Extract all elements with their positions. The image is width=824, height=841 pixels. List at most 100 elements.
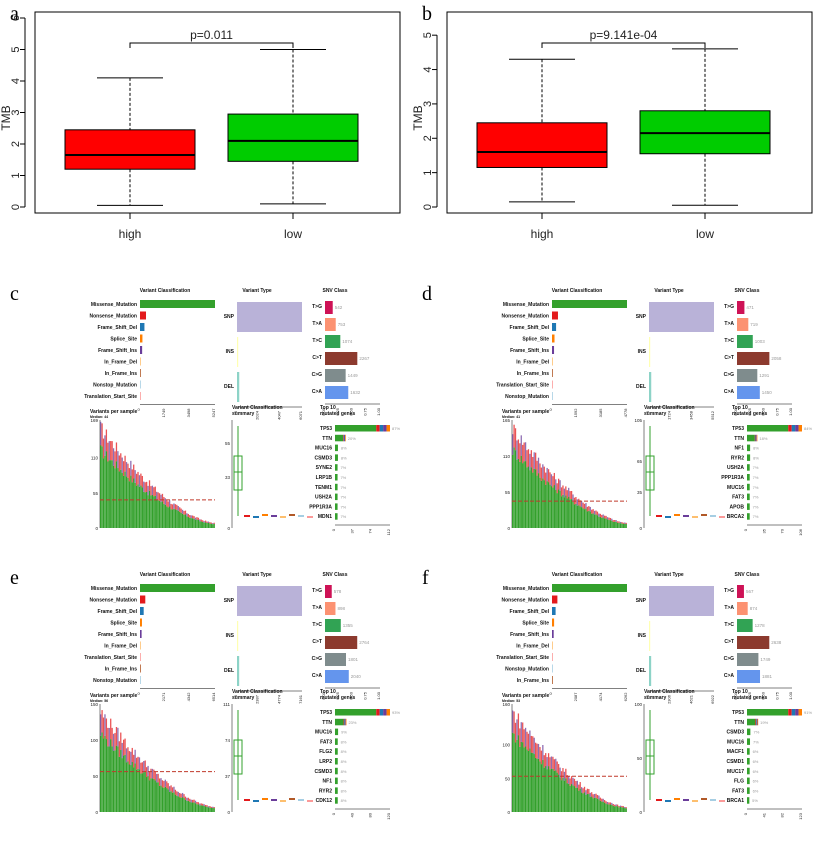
vps-bar-missense xyxy=(593,797,596,812)
vps-bar-other xyxy=(615,804,617,807)
gene-bar-missense xyxy=(335,474,338,481)
vps-bar-other xyxy=(612,520,614,522)
vps-bar-other xyxy=(101,423,103,447)
gene-label: FAT3 xyxy=(320,739,332,745)
snv-label: T>A xyxy=(312,605,322,611)
vps-bar-missense xyxy=(589,511,591,528)
gene-bar xyxy=(747,777,750,785)
vps-bar-missense xyxy=(196,519,198,528)
snv-bar xyxy=(737,386,760,399)
vps-bar-other xyxy=(552,476,554,488)
gene-bar-segment xyxy=(788,709,792,716)
gene-bar-missense xyxy=(747,758,750,765)
vps-bar-other xyxy=(540,750,543,765)
gene-bar xyxy=(335,454,338,461)
panel-f: f Variant Classification Missense_Mutation… xyxy=(412,562,824,832)
vps-bar-other xyxy=(127,747,129,762)
gene-pct: 7% xyxy=(753,739,759,744)
vps-bar-missense xyxy=(566,498,568,528)
vt-tick-label: 2306 xyxy=(667,694,672,704)
vps-bar-missense xyxy=(101,446,103,528)
vps-bar-other xyxy=(179,507,181,512)
gene-bar-missense xyxy=(335,758,338,765)
vps-bar-other xyxy=(545,472,547,485)
vps-bar-other xyxy=(140,762,142,774)
vps-bar-other xyxy=(592,794,594,799)
gene-label: LRP2 xyxy=(319,759,332,765)
gene-label: MACF1 xyxy=(727,749,744,755)
vps-bar-other xyxy=(578,498,580,506)
vps-bar-missense xyxy=(591,513,593,528)
vps-bar-missense xyxy=(202,805,204,812)
vt-label: DEL xyxy=(636,668,646,674)
vps-bar-other xyxy=(151,768,154,779)
vps-bar-missense xyxy=(123,755,125,812)
title-snv-class: SNV Class xyxy=(322,572,347,578)
vps-bar-other xyxy=(565,768,567,779)
vps-bar-other xyxy=(591,792,593,797)
vc-tick-label: 3498 xyxy=(186,408,191,418)
gene-bar xyxy=(747,797,750,804)
gene-bar-segment xyxy=(754,434,756,442)
vps-bar-other xyxy=(536,743,538,759)
vps-bar-missense xyxy=(117,468,119,528)
vps-bar-other xyxy=(522,722,524,743)
vc-label: Translation_Start_Site xyxy=(496,383,549,389)
vps-bar-other xyxy=(532,456,534,473)
vps-bar-missense xyxy=(621,807,623,812)
vps-bar-missense xyxy=(210,808,212,812)
vt-tick-label: 0 xyxy=(645,694,650,697)
vps-bar-missense xyxy=(523,747,525,812)
vt-tick-label: 0 xyxy=(645,410,650,413)
gene-bar-missense xyxy=(747,767,750,775)
vc-tick-label: 0 xyxy=(136,692,141,695)
vps-bar-other xyxy=(535,742,537,758)
gene-pct: 7% xyxy=(753,465,759,470)
vps-bar-missense xyxy=(197,804,200,812)
vps-bar-other xyxy=(618,521,620,523)
top-tick-label: 40 xyxy=(349,812,354,817)
median-label: Median: 56 xyxy=(90,699,108,703)
vps-bar-other xyxy=(125,462,128,477)
vps-bar-other xyxy=(197,517,200,520)
top-tick-label: 0 xyxy=(331,528,336,531)
vc-bar xyxy=(552,300,627,308)
snv-label: C>G xyxy=(724,372,735,378)
vps-bar-missense xyxy=(134,763,136,812)
vc-bar xyxy=(552,641,553,650)
vps-bar-missense xyxy=(170,791,172,812)
vcs-mini-box xyxy=(271,515,277,517)
vps-bar-missense xyxy=(558,489,560,528)
snv-bar xyxy=(325,602,336,615)
gene-pct: 5% xyxy=(752,798,758,803)
vps-bar-other xyxy=(160,494,162,503)
gene-label: USH2A xyxy=(727,465,744,471)
vps-bar-missense xyxy=(593,514,596,528)
vps-bar-missense xyxy=(537,758,540,812)
vps-bar-missense xyxy=(558,774,560,812)
vcs-tick-label: 50 xyxy=(637,756,643,761)
gene-bar-segment xyxy=(756,718,758,726)
vps-bar-other xyxy=(560,487,563,497)
vps-bar-missense xyxy=(150,495,152,528)
vcs-mini-box xyxy=(665,800,671,802)
gene-pct: 6% xyxy=(753,759,759,764)
snv-count: 1449 xyxy=(348,373,359,378)
vps-bar-other xyxy=(102,717,105,739)
vcs-mini-box xyxy=(692,516,698,518)
y-tick-label: 3 xyxy=(10,109,22,115)
vps-bar-missense xyxy=(146,492,148,528)
vps-bar-other xyxy=(614,804,616,807)
vps-bar-other xyxy=(190,515,192,519)
title-vcs-2: summary xyxy=(644,411,666,417)
x-tick-label: high xyxy=(119,227,142,241)
vps-bar-other xyxy=(170,503,172,510)
snv-label: C>G xyxy=(312,656,323,662)
vps-bar-other xyxy=(166,781,168,789)
top-tick-label: 37 xyxy=(349,528,354,533)
gene-label: TTN xyxy=(734,720,744,726)
snv-label: T>C xyxy=(312,338,322,344)
vps-bar-missense xyxy=(114,468,116,528)
vps-bar-other xyxy=(158,778,161,786)
vps-bar-other xyxy=(112,733,115,752)
